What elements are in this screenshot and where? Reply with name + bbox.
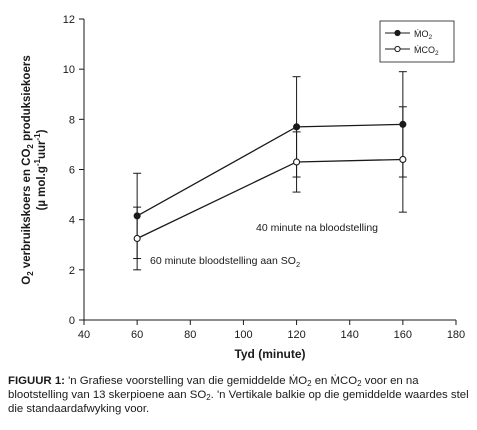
y-axis-label-line1: O2 verbruikskoers en CO2 produksiekoers <box>21 55 35 284</box>
legend-box <box>379 20 455 63</box>
series-1 <box>133 106 407 271</box>
y-tick-label: 6 <box>69 165 75 177</box>
y-tick-label: 4 <box>69 215 75 227</box>
y-tick-label: 10 <box>63 64 75 76</box>
x-tick-label: 140 <box>341 329 359 341</box>
plot-frame <box>83 19 456 321</box>
ticks-layer: 0 2 4 6 8 10 12 40 60 80 100 120 140 160 180 <box>63 14 465 341</box>
y-tick-label: 0 <box>69 315 75 327</box>
legend-marker-mco2 <box>394 45 401 53</box>
series-layer <box>133 71 407 271</box>
x-tick-label: 160 <box>394 329 412 341</box>
figure-caption: FIGUUR 1: 'n Grafiese voorstelling van d… <box>8 374 470 417</box>
caption-text-4: . 'n Vertikale balkie op die gemiddelde … <box>8 389 469 416</box>
chart: 0 2 4 6 8 10 12 40 60 80 100 120 140 160 180 O2 verbru… <box>21 14 465 361</box>
legend: ṀO2 ṀCO2 <box>379 20 455 63</box>
series-line <box>136 123 403 217</box>
caption-text-3: voor en na blootstelling van 13 skerpioe… <box>8 375 419 402</box>
caption-sub-3: 2 <box>206 393 211 403</box>
legend-marker-mo2 <box>394 29 401 37</box>
y-tick-label: 12 <box>63 14 75 26</box>
x-tick-label: 120 <box>287 329 305 341</box>
annotation-exposure: 60 minute bloodstelling aan SO2 <box>150 255 300 269</box>
caption-sub-2: 2 <box>357 379 362 388</box>
caption-text-1: 'n Grafiese voorstelling van die gemidde… <box>64 375 308 387</box>
x-tick-label: 60 <box>131 329 143 341</box>
x-tick-label: 180 <box>447 329 465 341</box>
data-point <box>399 155 407 164</box>
data-point <box>293 158 301 166</box>
x-tick-label: 40 <box>78 329 90 341</box>
x-tick-label: 100 <box>234 329 252 341</box>
x-axis-label: Tyd (minute) <box>234 347 305 361</box>
annotation-after-exposure: 40 minute na bloodstelling <box>256 222 378 234</box>
caption-lead: FIGUUR 1: <box>8 375 65 387</box>
legend-label-mco2: ṀCO2 <box>414 45 439 57</box>
y-tick-label: 8 <box>69 114 75 126</box>
caption-text-2: en ṀCO <box>311 375 358 387</box>
x-tick-label: 80 <box>184 329 196 341</box>
y-tick-label: 2 <box>69 265 75 277</box>
legend-label-mo2: ṀO2 <box>414 29 433 41</box>
data-point <box>133 234 141 243</box>
caption-sub-1: 2 <box>307 379 312 388</box>
data-point <box>293 123 301 131</box>
y-axis-label-line2: (µ mol.g-1uur-1) <box>33 129 48 210</box>
y-axis-label: O2 verbruikskoers en CO2 produksiekoers … <box>21 55 48 284</box>
